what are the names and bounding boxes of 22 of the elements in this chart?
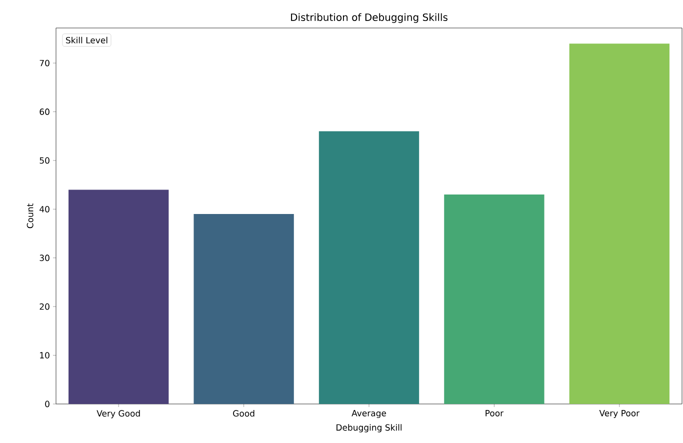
y-tick-label: 70 <box>40 60 50 66</box>
bar <box>569 44 670 404</box>
x-axis-title: Debugging Skill <box>336 424 402 432</box>
bar <box>194 214 294 404</box>
x-tick-label: Good <box>233 410 254 417</box>
y-tick-label: 30 <box>40 254 50 262</box>
x-tick-label: Very Good <box>96 410 140 418</box>
bar <box>68 190 169 404</box>
y-tick-label: 10 <box>40 352 50 358</box>
bar <box>318 131 420 404</box>
legend-title: Skill Level <box>66 36 108 44</box>
x-tick-label: Poor <box>486 410 504 416</box>
y-tick-label: 60 <box>40 108 50 115</box>
y-tick-label: 50 <box>40 157 50 164</box>
y-tick-label: 0 <box>45 400 50 408</box>
x-tick-label: Average <box>352 410 386 418</box>
y-tick-label: 20 <box>40 303 50 310</box>
y-tick-label: 40 <box>40 206 50 212</box>
bar <box>444 194 544 404</box>
x-tick-label: Very Poor <box>599 410 640 418</box>
y-axis-title: Count <box>26 204 34 228</box>
chart-title: Distribution of Debugging Skills <box>291 13 448 23</box>
